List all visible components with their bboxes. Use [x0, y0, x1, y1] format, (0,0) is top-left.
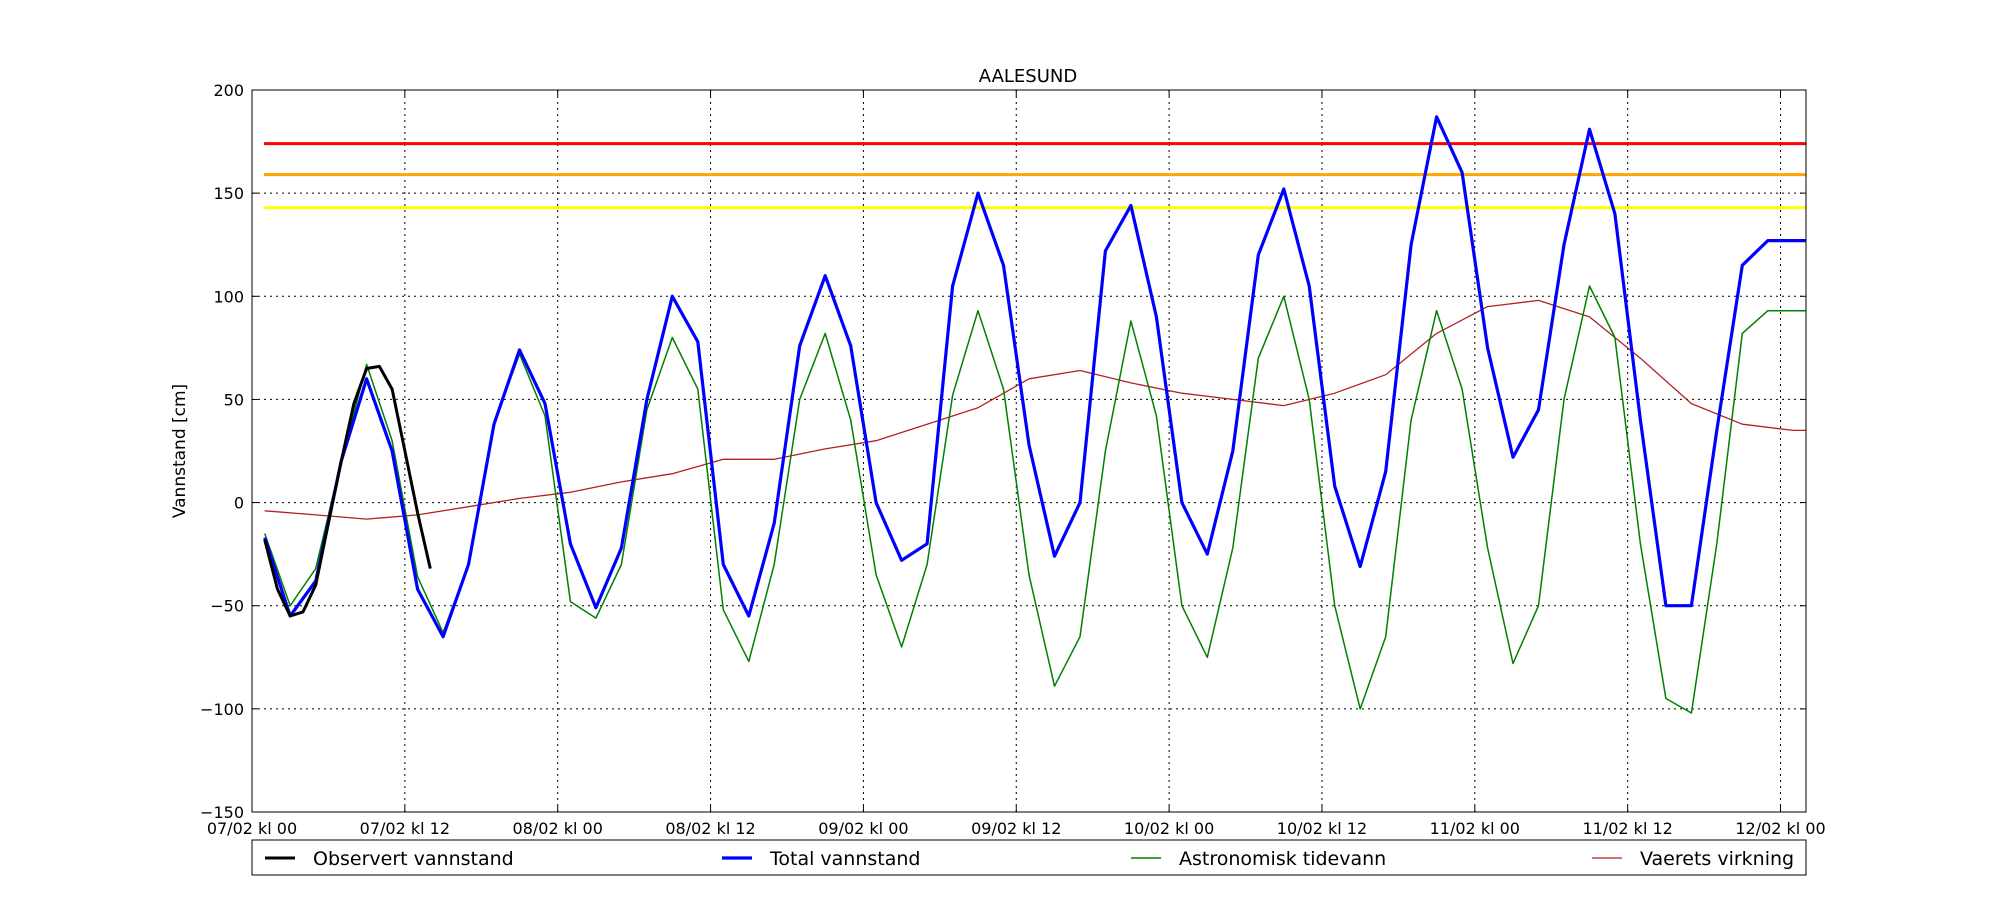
legend-frame	[251, 839, 1807, 876]
plot-frame	[251, 89, 1807, 813]
legend-label: Vaerets virkning	[1640, 848, 1794, 870]
x-tick-label: 09/02 kl 00	[818, 819, 908, 838]
legend-label: Observert vannstand	[313, 848, 514, 870]
legend: Observert vannstand Total vannstand Astron…	[251, 839, 1807, 876]
y-tick-label: 150	[213, 184, 244, 203]
x-tick-label: 09/02 kl 12	[971, 819, 1061, 838]
grid	[251, 90, 1806, 812]
threshold-lines	[264, 142, 1806, 210]
x-tick-label: 07/02 kl 12	[360, 819, 450, 838]
x-tick-label: 10/02 kl 12	[1277, 819, 1367, 838]
x-tick-label: 12/02 kl 00	[1735, 819, 1825, 838]
y-tick-label: −100	[200, 700, 244, 719]
y-tick-label: 100	[213, 287, 244, 306]
series-line-1	[263, 115, 1806, 639]
series-line-2	[263, 285, 1806, 714]
series-line-0	[263, 364, 432, 618]
x-tick-label: 10/02 kl 00	[1124, 819, 1214, 838]
y-tick-label: 0	[234, 494, 244, 513]
y-axis-label: Vannstand [cm]	[170, 384, 190, 518]
x-tick-label: 11/02 kl 12	[1582, 819, 1672, 838]
y-axis-ticks: −150 −100 −50 0 50 100 150 200	[200, 81, 1806, 822]
legend-label: Astronomisk tidevann	[1179, 848, 1386, 870]
x-tick-label: 08/02 kl 00	[513, 819, 603, 838]
x-tick-label: 11/02 kl 00	[1430, 819, 1520, 838]
series-lines	[263, 115, 1806, 714]
x-tick-label: 08/02 kl 12	[665, 819, 755, 838]
y-tick-label: 50	[224, 390, 244, 409]
y-tick-label: −150	[200, 803, 244, 822]
x-tick-label: 07/02 kl 00	[207, 819, 297, 838]
chart-title: AALESUND	[979, 66, 1077, 87]
y-tick-label: 200	[213, 81, 244, 100]
legend-label: Total vannstand	[769, 848, 920, 870]
x-axis-ticks: 07/02 kl 00 07/02 kl 12 08/02 kl 00 08/02 k…	[207, 90, 1826, 838]
series-line-3	[264, 299, 1806, 520]
y-tick-label: −50	[210, 597, 244, 616]
